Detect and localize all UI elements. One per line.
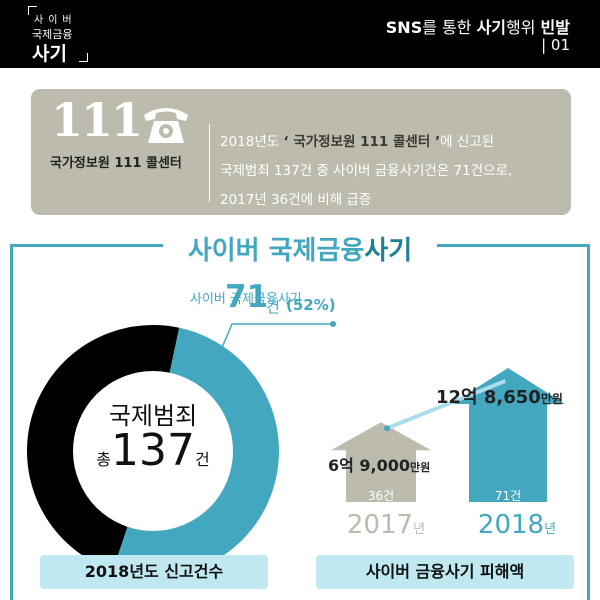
count-label-2018: 71건 xyxy=(494,489,522,503)
page-title: SNS를 통한 사기행위 빈발 xyxy=(385,18,570,37)
call-center-info-box xyxy=(31,89,571,215)
amount-label-2018: 12억 8,650만원 xyxy=(436,387,563,408)
brand-line-2: 국제금융 xyxy=(32,28,73,41)
trend-line xyxy=(386,378,509,431)
donut-chart xyxy=(27,325,279,577)
info-line-2: 국제범죄 137건 중 사이버 금융사기건은 71건으로, xyxy=(220,163,513,179)
info-line-3: 2017년 36건에 비해 급증 xyxy=(220,192,372,208)
brand-line-1: 사이버 xyxy=(34,15,77,26)
donut-callout-line xyxy=(215,321,336,363)
header-bar xyxy=(0,0,600,68)
donut-highlight-percent: (52%) xyxy=(286,296,336,314)
brand-badge: 사이버 국제금융 사기 xyxy=(28,6,88,65)
donut-center-label: 국제범죄 xyxy=(108,402,198,430)
trend-point-2017 xyxy=(384,425,390,432)
page-number: | 01 xyxy=(541,36,570,54)
call-center-name: 국가정보원 111 콜센터 xyxy=(50,156,182,171)
year-label-2017: 2017년 xyxy=(346,510,426,540)
amount-label-2017: 6억 9,000만원 xyxy=(328,456,431,475)
info-line-1: 2018년도 ‘ 국가정보원 111 콜센터 ’에 신고된 xyxy=(220,134,495,150)
bar-2017 xyxy=(331,422,431,502)
trend-point-2018 xyxy=(505,376,511,383)
bar-2018 xyxy=(451,367,565,502)
year-label-2018: 2018년 xyxy=(477,510,557,540)
donut-highlight-unit: 건 xyxy=(266,298,280,316)
section-title: 사이버 국제금융사기 xyxy=(187,236,413,266)
info-divider xyxy=(209,124,210,202)
brand-line-3: 사기 xyxy=(32,43,67,65)
telephone-icon xyxy=(144,108,188,143)
donut-highlight-label: 사이버 국제금융사기 xyxy=(190,292,302,307)
caption-damage-amount: 사이버 금융사기 피해액 xyxy=(316,555,574,589)
damage-bar-chart xyxy=(331,367,565,502)
call-center-number: 111 xyxy=(51,93,143,147)
section-title-background xyxy=(163,226,437,266)
donut-highlight-value: 71 xyxy=(225,279,269,315)
donut-center-total: 총137건 xyxy=(96,425,210,476)
count-label-2017: 36건 xyxy=(367,489,395,503)
caption-report-count: 2018년도 신고건수 xyxy=(40,555,268,589)
